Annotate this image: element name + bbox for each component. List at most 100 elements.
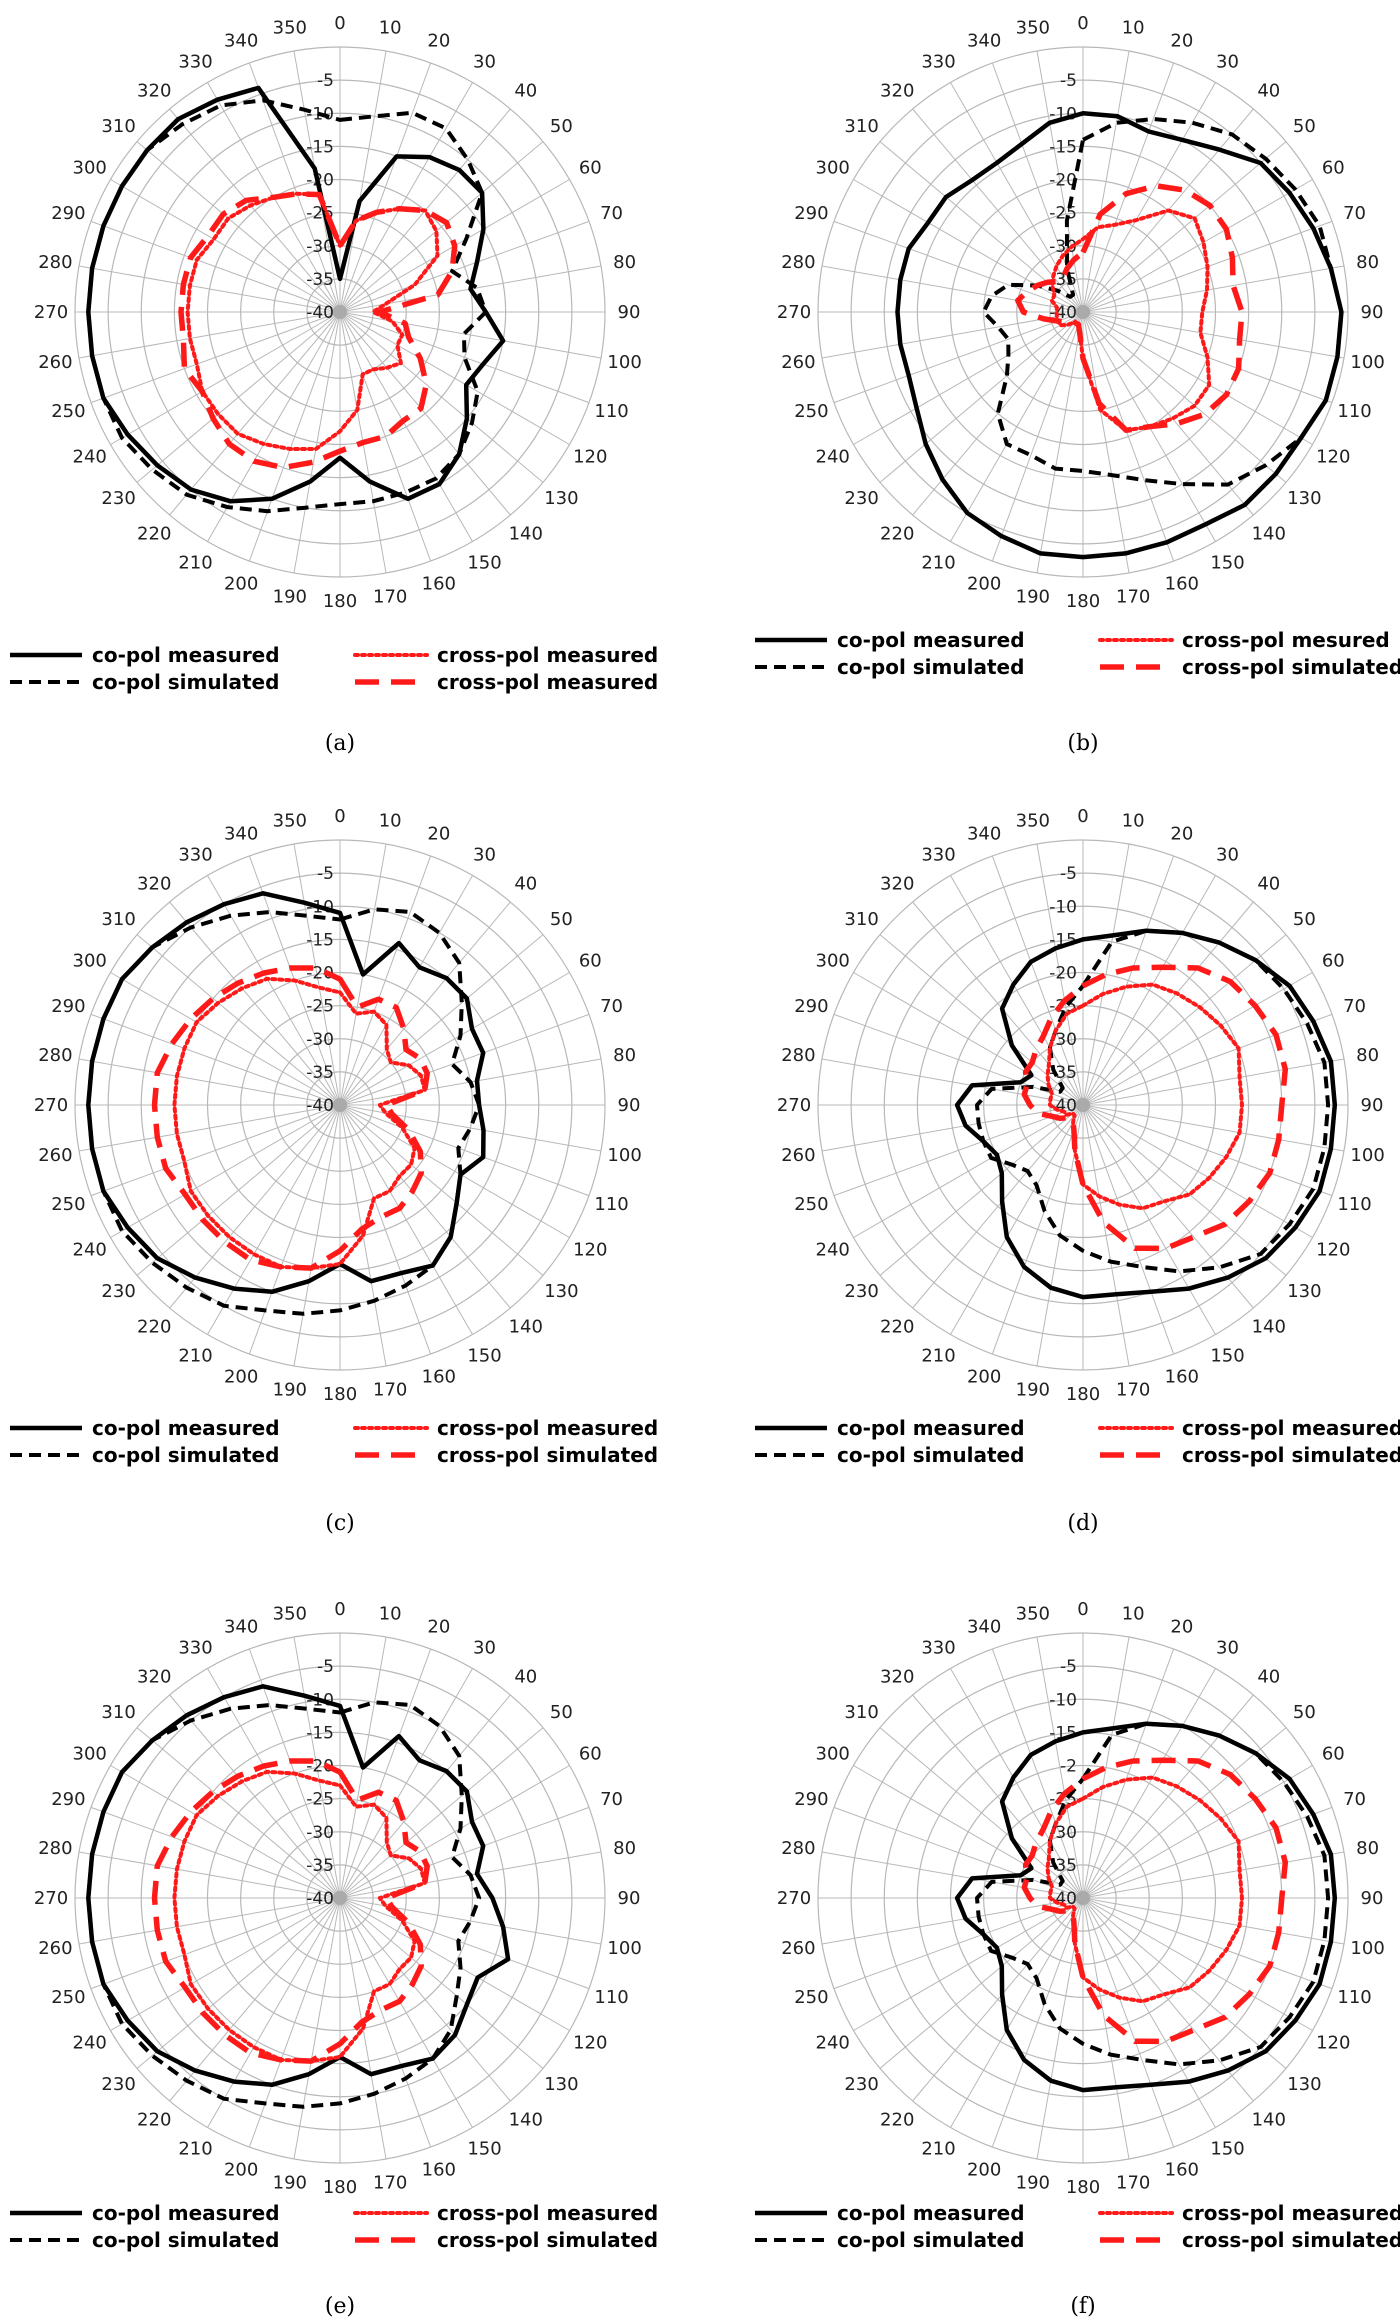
- angle-tick-label: 90: [618, 302, 641, 323]
- angle-tick-label: 230: [844, 1281, 878, 1302]
- angle-tick-label: 210: [921, 552, 955, 573]
- angle-tick-label: 220: [137, 1316, 171, 1337]
- grid-spoke: [1082, 875, 1216, 1106]
- grid-spoke: [339, 62, 432, 313]
- legend-label: co-pol simulated: [837, 655, 1024, 679]
- angle-tick-label: 80: [1356, 1838, 1379, 1859]
- panel-label: (d): [1067, 1511, 1098, 1536]
- angle-tick-label: 50: [1293, 909, 1316, 930]
- grid-spoke: [853, 1897, 1084, 2031]
- grid-spoke: [1082, 311, 1130, 574]
- grid-spoke: [248, 1897, 341, 2148]
- angle-tick-label: 230: [101, 488, 135, 509]
- grid-spoke: [339, 1104, 511, 1309]
- angle-tick-label: 230: [844, 2074, 878, 2095]
- angle-tick-label: 190: [273, 587, 307, 608]
- radial-tick-label: -5: [1060, 864, 1077, 884]
- grid-spoke: [1082, 311, 1254, 516]
- radial-tick-label: -5: [317, 864, 334, 884]
- angle-tick-label: 60: [579, 951, 602, 972]
- grid-spoke: [339, 855, 432, 1106]
- angle-tick-label: 270: [34, 302, 68, 323]
- series-line-cross-pol-measured: [1045, 982, 1244, 1211]
- angle-tick-label: 40: [514, 1667, 537, 1688]
- panel-label: (a): [325, 731, 355, 756]
- panel-label: (e): [325, 2294, 355, 2319]
- legend-label: cross-pol measured: [437, 643, 658, 667]
- angle-tick-label: 150: [467, 552, 501, 573]
- grid-spoke: [950, 311, 1084, 542]
- angle-tick-label: 230: [101, 1281, 135, 1302]
- legend-label: co-pol measured: [837, 2201, 1025, 2225]
- angle-tick-label: 160: [422, 1367, 456, 1388]
- grid-spoke: [950, 82, 1084, 313]
- grid-spoke: [821, 265, 1084, 313]
- grid-spoke: [293, 1104, 341, 1367]
- angle-tick-label: 340: [967, 823, 1001, 844]
- grid-spoke: [78, 1058, 341, 1106]
- radial-tick-label: -10: [1049, 897, 1077, 917]
- polar-center: [1076, 1098, 1090, 1112]
- angle-tick-label: 40: [1257, 81, 1280, 102]
- angle-tick-label: 300: [73, 158, 107, 179]
- angle-tick-label: 220: [880, 523, 914, 544]
- angle-tick-label: 220: [880, 2109, 914, 2130]
- angle-tick-label: 160: [422, 2160, 456, 2181]
- angle-tick-label: 60: [1322, 1744, 1345, 1765]
- angle-tick-label: 130: [1287, 1281, 1321, 1302]
- grid-spoke: [339, 1897, 570, 2031]
- angle-tick-label: 210: [178, 552, 212, 573]
- grid-spoke: [78, 311, 341, 359]
- grid-spoke: [339, 1897, 511, 2102]
- angle-tick-label: 40: [514, 81, 537, 102]
- angle-tick-label: 260: [38, 352, 72, 373]
- angle-tick-label: 310: [101, 1702, 135, 1723]
- angle-tick-label: 240: [816, 2033, 850, 2054]
- grid-spoke: [1082, 1104, 1130, 1367]
- grid-spoke: [136, 1727, 341, 1899]
- angle-tick-label: 200: [967, 1367, 1001, 1388]
- angle-tick-label: 300: [816, 158, 850, 179]
- grid-spoke: [136, 1897, 341, 2069]
- angle-tick-label: 60: [579, 158, 602, 179]
- angle-tick-label: 260: [781, 1145, 815, 1166]
- grid-spoke: [879, 1897, 1084, 2069]
- angle-tick-label: 280: [781, 252, 815, 273]
- grid-spoke: [1082, 901, 1254, 1106]
- angle-tick-label: 30: [1216, 52, 1239, 73]
- angle-tick-label: 340: [224, 823, 258, 844]
- radial-tick-label: -25: [306, 1790, 334, 1810]
- grid-spoke: [207, 1897, 341, 2128]
- angle-tick-label: 350: [1016, 810, 1050, 831]
- grid-spoke: [169, 108, 341, 313]
- angle-tick-label: 170: [373, 587, 407, 608]
- grid-spoke: [339, 82, 473, 313]
- angle-tick-label: 170: [1116, 587, 1150, 608]
- grid-spoke: [991, 855, 1084, 1106]
- grid-spoke: [821, 1897, 1084, 1945]
- grid-spoke: [1082, 1104, 1254, 1309]
- angle-tick-label: 10: [379, 810, 402, 831]
- angle-tick-label: 140: [1252, 523, 1286, 544]
- radial-tick-label: -15: [1049, 137, 1077, 157]
- angle-tick-label: 350: [273, 810, 307, 831]
- grid-spoke: [339, 1104, 432, 1355]
- angle-tick-label: 60: [1322, 158, 1345, 179]
- legend-label: cross-pol simulated: [437, 2228, 658, 2252]
- angle-tick-label: 320: [137, 1667, 171, 1688]
- radial-tick-label: -30: [306, 237, 334, 257]
- angle-tick-label: 160: [1165, 2160, 1199, 2181]
- grid-spoke: [853, 1765, 1084, 1899]
- grid-spoke: [1082, 1694, 1254, 1899]
- grid-spoke: [110, 972, 341, 1106]
- grid-spoke: [1082, 1897, 1175, 2148]
- angle-tick-label: 270: [777, 1888, 811, 1909]
- angle-tick-label: 100: [607, 1145, 641, 1166]
- radial-tick-label: -35: [306, 1856, 334, 1876]
- grid-spoke: [136, 311, 341, 483]
- angle-tick-label: 190: [1016, 587, 1050, 608]
- grid-spoke: [991, 1897, 1084, 2148]
- grid-spoke: [90, 220, 341, 313]
- angle-tick-label: 170: [1116, 2173, 1150, 2194]
- angle-tick-label: 290: [794, 1789, 828, 1810]
